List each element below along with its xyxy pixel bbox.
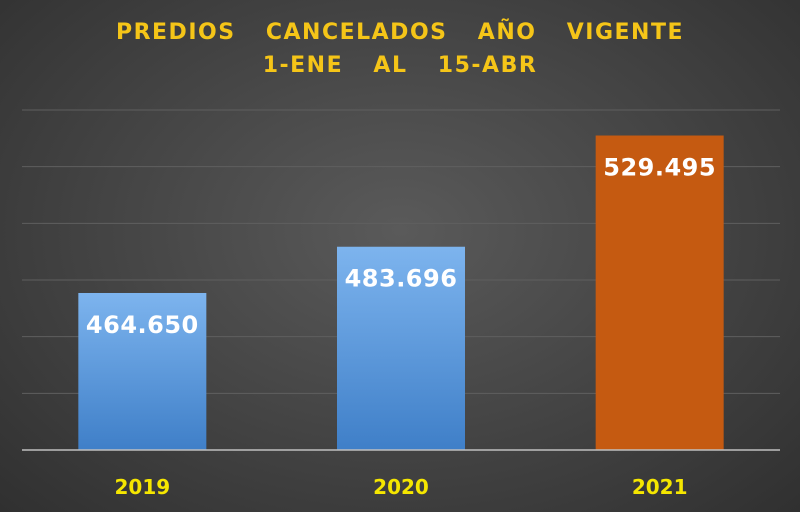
chart-subtitle: 1-ENE AL 15-ABR xyxy=(262,53,538,78)
category-label-2019: 2019 xyxy=(114,475,170,499)
x-axis: 2019 2020 2021 xyxy=(22,449,780,499)
chart-title-block: PREDIOS CANCELADOS AÑO VIGENTE 1-ENE AL … xyxy=(0,16,800,82)
data-labels: 464.650 483.696 529.495 xyxy=(86,154,716,339)
chart-title: PREDIOS CANCELADOS AÑO VIGENTE xyxy=(115,20,685,45)
value-label-2019: 464.650 xyxy=(86,311,199,339)
bar-2019 xyxy=(78,292,207,450)
value-label-2021: 529.495 xyxy=(603,154,716,182)
bars xyxy=(78,135,724,450)
category-label-2021: 2021 xyxy=(632,475,688,499)
bar-2021 xyxy=(595,135,724,450)
bar-2020 xyxy=(337,246,465,450)
value-label-2020: 483.696 xyxy=(345,265,458,293)
category-label-2020: 2020 xyxy=(373,475,429,499)
